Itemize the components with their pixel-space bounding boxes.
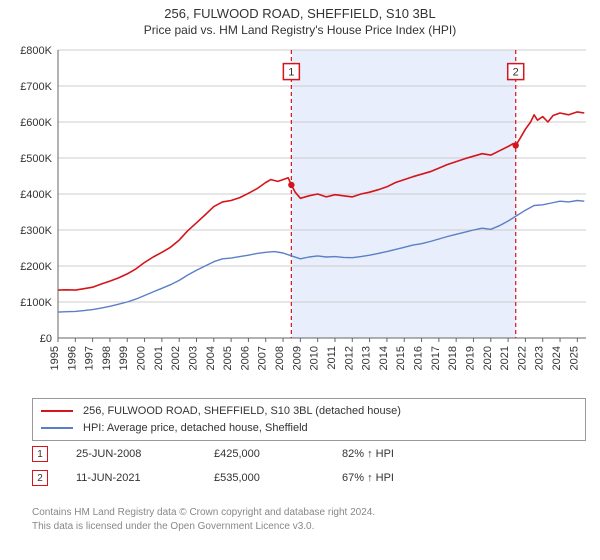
events-table: 1 25-JUN-2008 £425,000 82% ↑ HPI 2 11-JU… (32, 442, 568, 490)
svg-text:2010: 2010 (309, 346, 321, 370)
chart-subtitle: Price paid vs. HM Land Registry's House … (0, 23, 600, 37)
svg-text:2020: 2020 (482, 346, 494, 370)
event-badge-2: 2 (32, 470, 48, 486)
event-price: £535,000 (214, 472, 314, 484)
svg-text:1: 1 (288, 67, 294, 79)
chart-area: £0 £100K £200K £300K £400K £500K £600K £700K £80… (8, 46, 592, 386)
event-date: 25-JUN-2008 (76, 448, 186, 460)
svg-text:2012: 2012 (343, 346, 355, 370)
svg-text:£800K: £800K (20, 46, 52, 57)
svg-text:2013: 2013 (361, 346, 373, 370)
footer-attribution: Contains HM Land Registry data © Crown c… (32, 506, 568, 533)
event-row: 1 25-JUN-2008 £425,000 82% ↑ HPI (32, 442, 568, 466)
svg-text:2025: 2025 (568, 346, 580, 370)
svg-text:2014: 2014 (378, 346, 390, 370)
event-pct: 67% ↑ HPI (342, 472, 462, 484)
legend-label: 256, FULWOOD ROAD, SHEFFIELD, S10 3BL (d… (83, 403, 401, 420)
svg-text:£0: £0 (40, 333, 52, 345)
svg-text:2022: 2022 (516, 346, 528, 370)
svg-text:2023: 2023 (534, 346, 546, 370)
svg-text:2007: 2007 (257, 346, 269, 370)
svg-text:£300K: £300K (20, 225, 52, 237)
svg-text:2008: 2008 (274, 346, 286, 370)
svg-text:2016: 2016 (413, 346, 425, 370)
event-badge-number: 1 (37, 449, 43, 460)
svg-text:2021: 2021 (499, 346, 511, 370)
event-badge-number: 2 (37, 473, 43, 484)
chart-svg: £0 £100K £200K £300K £400K £500K £600K £700K £80… (8, 46, 592, 386)
svg-text:£500K: £500K (20, 153, 52, 165)
svg-text:2004: 2004 (205, 346, 217, 370)
svg-text:2002: 2002 (170, 346, 182, 370)
legend: 256, FULWOOD ROAD, SHEFFIELD, S10 3BL (d… (32, 398, 586, 441)
svg-text:2015: 2015 (395, 346, 407, 370)
svg-text:1999: 1999 (118, 346, 130, 370)
svg-text:2001: 2001 (153, 346, 165, 370)
legend-swatch-property (41, 410, 73, 412)
legend-row: 256, FULWOOD ROAD, SHEFFIELD, S10 3BL (d… (41, 403, 577, 420)
svg-text:2003: 2003 (187, 346, 199, 370)
svg-text:2005: 2005 (222, 346, 234, 370)
svg-text:2018: 2018 (447, 346, 459, 370)
event-price: £425,000 (214, 448, 314, 460)
svg-text:2006: 2006 (239, 346, 251, 370)
svg-text:£100K: £100K (20, 297, 52, 309)
chart-title: 256, FULWOOD ROAD, SHEFFIELD, S10 3BL (0, 6, 600, 21)
svg-text:1996: 1996 (66, 346, 78, 370)
svg-text:2024: 2024 (551, 346, 563, 370)
footer-line: Contains HM Land Registry data © Crown c… (32, 506, 568, 520)
event-badge-1: 1 (32, 446, 48, 462)
svg-text:2000: 2000 (136, 346, 148, 370)
legend-swatch-hpi (41, 427, 73, 429)
svg-text:1997: 1997 (84, 346, 96, 370)
svg-text:2011: 2011 (326, 346, 338, 370)
legend-row: HPI: Average price, detached house, Shef… (41, 420, 577, 437)
svg-text:1995: 1995 (49, 346, 61, 370)
svg-text:£600K: £600K (20, 117, 52, 129)
svg-text:2017: 2017 (430, 346, 442, 370)
event-pct: 82% ↑ HPI (342, 448, 462, 460)
legend-label: HPI: Average price, detached house, Shef… (83, 420, 308, 437)
svg-text:£400K: £400K (20, 189, 52, 201)
svg-text:1998: 1998 (101, 346, 113, 370)
svg-text:£200K: £200K (20, 261, 52, 273)
footer-line: This data is licensed under the Open Gov… (32, 520, 568, 534)
svg-text:2009: 2009 (291, 346, 303, 370)
event-row: 2 11-JUN-2021 £535,000 67% ↑ HPI (32, 466, 568, 490)
svg-text:2: 2 (513, 67, 519, 79)
event-date: 11-JUN-2021 (76, 472, 186, 484)
svg-text:£700K: £700K (20, 81, 52, 93)
svg-text:2019: 2019 (464, 346, 476, 370)
